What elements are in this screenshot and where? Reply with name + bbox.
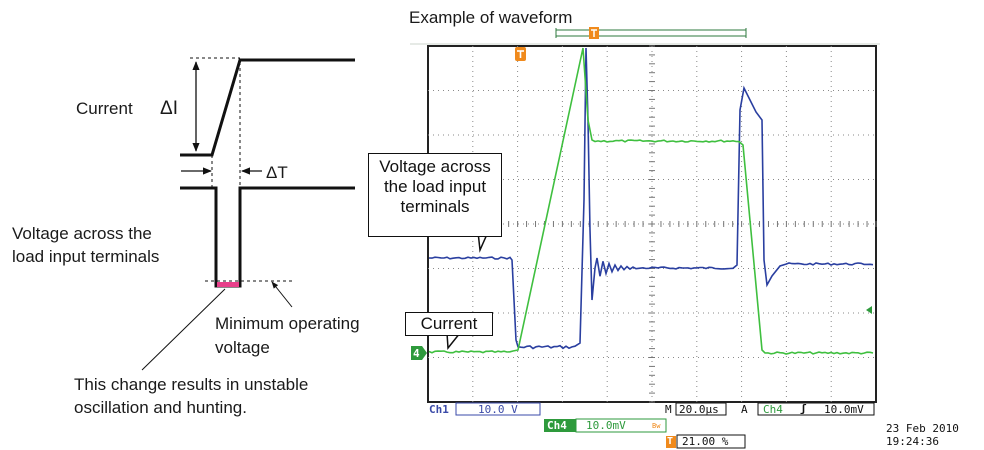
left-schematic [141, 57, 355, 371]
current-label: Current [76, 99, 133, 118]
trigger-pos-marker: T [667, 436, 674, 447]
timebase-value: 20.0µs [679, 403, 719, 416]
note-leader [141, 288, 226, 371]
voltage-callout: Voltage across the load input terminals [368, 153, 502, 237]
trigger-slope-icon: ʃ [800, 402, 807, 415]
current-trace [428, 47, 874, 355]
note-line1: This change results in unstable [74, 375, 309, 394]
current-step-line [180, 58, 355, 157]
timebase-prefix: M [665, 403, 672, 416]
voltage-label-line1: Voltage across the [12, 224, 152, 243]
current-callout-text: Current [420, 314, 478, 333]
current-callout: Current [405, 312, 493, 336]
ch1-scale: 10.0 V [478, 403, 518, 416]
min-voltage-label-line2: voltage [215, 338, 270, 357]
ch4-marker-label: 4 [413, 347, 420, 360]
trigger-channel: Ch4 [763, 403, 783, 416]
timebase-box [675, 402, 727, 416]
voltage-trace [428, 47, 874, 350]
min-voltage-leader [271, 281, 293, 308]
ch1-label: Ch1 [429, 403, 449, 416]
note-line2: oscillation and hunting. [74, 398, 247, 417]
trigger-pos-badge [666, 436, 676, 448]
voltage-callout-line3: terminals [400, 197, 470, 216]
ch4-label: Ch4 [547, 419, 567, 432]
scope-time: 19:24:36 [886, 435, 939, 448]
ch4-ground-marker [411, 346, 427, 360]
delta-i-label: ΔI [160, 98, 178, 119]
trigger-source-prefix: A [741, 403, 748, 416]
voltage-dip-line [180, 186, 355, 288]
scope-date: 23 Feb 2010 [886, 422, 959, 435]
figure-title: Example of waveform [409, 8, 573, 27]
trigger-level-marker [866, 306, 872, 314]
ch4-scale-box [575, 418, 667, 433]
trigger-marker-icon [515, 47, 526, 61]
trigger-position: 21.00 % [682, 435, 729, 448]
ch4-badge-bg [544, 419, 576, 432]
ch4-scale: 10.0mV [586, 419, 626, 432]
ch1-scale-box [455, 402, 541, 416]
bandwidth-limit-mark: Bw [652, 422, 661, 430]
scope-display [410, 27, 880, 449]
voltage-callout-line2: the load input [383, 177, 487, 196]
ruler-trigger-marker [589, 27, 599, 39]
delta-t-label: ΔT [266, 163, 288, 182]
trigger-settings-box [757, 402, 875, 416]
voltage-label-line2: load input terminals [12, 247, 160, 266]
record-ruler [410, 28, 880, 45]
min-voltage-label-line1: Minimum operating [215, 314, 360, 333]
voltage-callout-line1: Voltage across [379, 157, 491, 176]
trigger-level: 10.0mV [824, 403, 864, 416]
min-voltage-bar [217, 282, 239, 287]
trigger-pos-box [676, 434, 746, 449]
trigger-marker-label: T [516, 47, 521, 60]
